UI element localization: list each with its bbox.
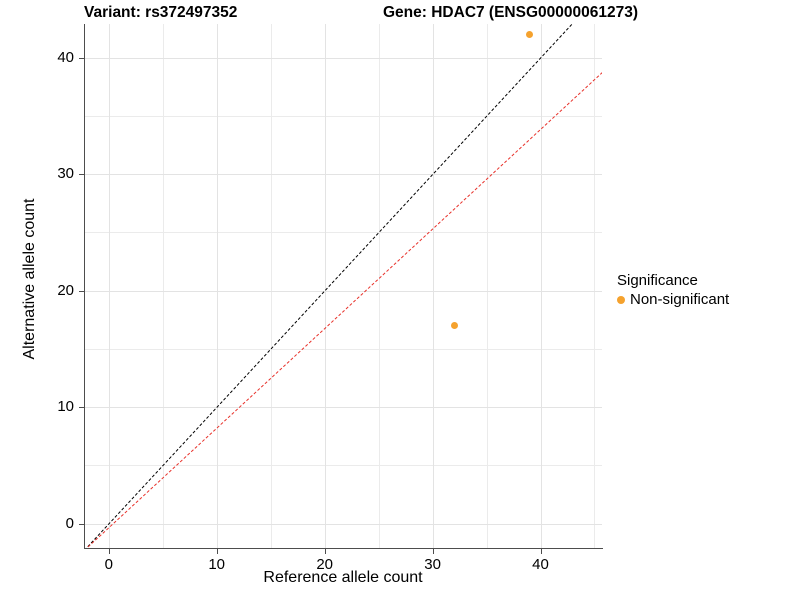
gridline-vertical <box>216 24 218 548</box>
gridline-vertical <box>432 24 434 548</box>
gridline-vertical <box>378 24 380 548</box>
gridline-horizontal <box>84 465 602 467</box>
legend-item[interactable]: Non-significant <box>617 291 729 308</box>
legend-title: Significance <box>617 272 698 289</box>
gridline-horizontal <box>84 232 602 234</box>
x-tick-label: 20 <box>316 556 334 573</box>
y-tick-label: 30 <box>57 165 74 183</box>
gridline-horizontal <box>84 348 602 350</box>
y-tick-label: 40 <box>57 48 74 66</box>
reference-line-identity <box>84 24 602 548</box>
y-tick-mark <box>79 174 84 176</box>
x-tick-label: 0 <box>104 556 113 573</box>
gridline-horizontal <box>84 523 602 525</box>
data-point[interactable] <box>450 322 458 330</box>
y-tick-label: 20 <box>57 281 74 299</box>
y-tick-label: 0 <box>65 514 74 532</box>
legend-entries: Non-significant <box>617 291 729 308</box>
gridline-vertical <box>540 24 542 548</box>
reference-line-fit <box>84 72 602 548</box>
gridline-horizontal <box>84 174 602 176</box>
gridline-vertical <box>270 24 272 548</box>
x-tick-mark <box>108 549 110 554</box>
gridline-horizontal <box>84 57 602 59</box>
x-axis-line <box>84 548 603 549</box>
x-tick-mark <box>432 549 434 554</box>
y-tick-mark <box>79 57 84 59</box>
plot-area <box>84 24 602 548</box>
y-tick-mark <box>79 407 84 409</box>
gridline-horizontal <box>84 407 602 409</box>
gridline-vertical <box>324 24 326 548</box>
x-tick-mark <box>216 549 218 554</box>
gridline-vertical <box>162 24 164 548</box>
x-tick-mark <box>324 549 326 554</box>
legend-item-label: Non-significant <box>630 291 730 308</box>
variant-title: Variant: rs372497352 <box>84 4 238 21</box>
legend: Significance Non-significant <box>617 272 729 308</box>
x-tick-label: 10 <box>208 556 226 573</box>
gridline-horizontal <box>84 290 602 292</box>
gridline-horizontal <box>84 116 602 117</box>
y-tick-mark <box>79 523 84 525</box>
legend-dot-icon <box>617 295 625 304</box>
gridline-vertical <box>486 24 488 548</box>
y-axis-label: Alternative allele count <box>21 198 38 360</box>
x-tick-label: 30 <box>424 556 441 573</box>
data-point[interactable] <box>526 31 534 38</box>
gridline-vertical <box>108 24 110 548</box>
y-tick-label: 10 <box>57 398 74 416</box>
y-tick-mark <box>79 290 84 292</box>
x-axis-label: Reference allele count <box>263 569 423 586</box>
x-tick-mark <box>540 549 542 554</box>
y-axis-line <box>84 24 85 549</box>
gridline-vertical <box>594 24 596 548</box>
gene-title: Gene: HDAC7 (ENSG00000061273) <box>383 4 639 21</box>
x-tick-label: 40 <box>532 556 549 573</box>
